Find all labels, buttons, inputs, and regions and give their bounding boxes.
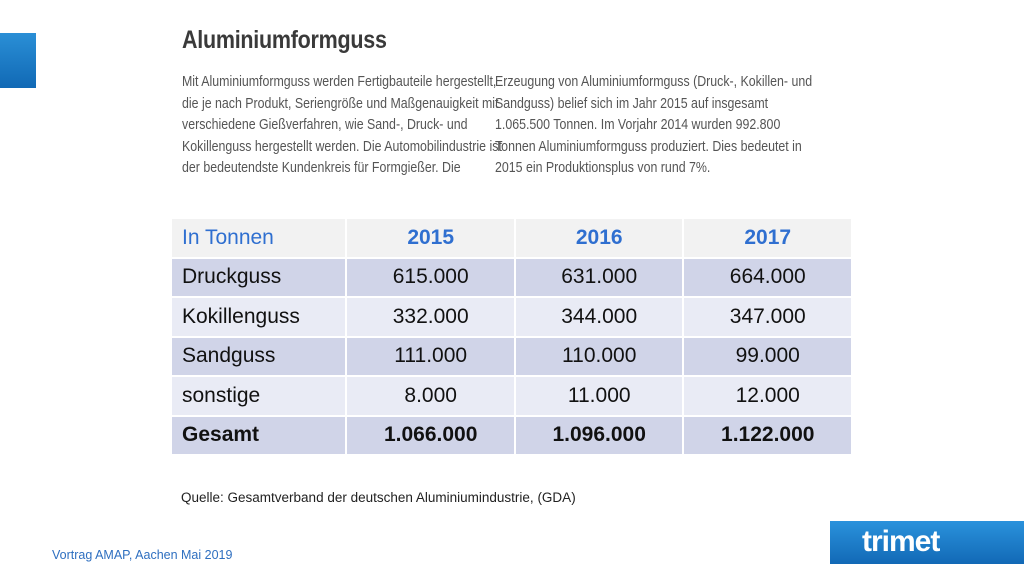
text-line: Tonnen Aluminiumformguss produziert. Die… [495,138,802,155]
row-label: Kokillenguss [172,298,346,336]
intro-text-right: Erzeugung von Aluminiumformguss (Druck-,… [495,72,812,180]
table-cell: 1.066.000 [347,416,514,454]
table-cell: 1.096.000 [515,416,683,454]
table-cell: 11.000 [515,377,683,415]
row-label: Druckguss [172,258,346,296]
header-year-cell: 2017 [684,219,851,257]
text-line: Erzeugung von Aluminiumformguss (Druck-,… [495,74,813,90]
text-line: der bedeutendste Kundenkreis für Formgie… [182,160,461,176]
table-cell: 111.000 [347,337,514,375]
trimet-logo: trimet [862,525,940,558]
table-cell: 8.000 [347,377,514,415]
table-cell: 99.000 [684,337,851,375]
row-label: Sandguss [172,337,346,375]
table-row: Sandguss 111.000 110.000 99.000 [172,337,851,375]
text-line: Kokillenguss hergestellt werden. Die Aut… [182,138,502,155]
accent-bar [0,33,36,88]
header-unit-cell: In Tonnen [172,219,346,257]
table-row: Kokillenguss 332.000 344.000 347.000 [172,298,851,336]
table-cell: 332.000 [347,298,514,336]
text-line: 1.065.500 Tonnen. Im Vorjahr 2014 wurden… [495,117,781,133]
source-note: Quelle: Gesamtverband der deutschen Alum… [181,490,576,505]
table-cell: 631.000 [515,258,683,296]
table-cell: 12.000 [684,377,851,415]
table-row: Druckguss 615.000 631.000 664.000 [172,258,851,296]
table-row: sonstige 8.000 11.000 12.000 [172,377,851,415]
table-header-row: In Tonnen 2015 2016 2017 [172,219,851,257]
text-line: 2015 ein Produktionsplus von rund 7%. [495,160,711,176]
table-cell: 1.122.000 [684,416,851,454]
table-cell: 344.000 [515,298,683,336]
text-line: die je nach Produkt, Seriengröße und Maß… [182,95,499,112]
logo-background [830,521,1024,564]
text-line: verschiedene Gießverfahren, wie Sand-, D… [182,117,468,133]
header-year-cell: 2015 [347,219,514,257]
slide-title: Aluminiumformguss [182,26,387,54]
row-label: Gesamt [172,416,346,454]
table-cell: 347.000 [684,298,851,336]
footer-text: Vortrag AMAP, Aachen Mai 2019 [52,548,233,562]
production-table: In Tonnen 2015 2016 2017 Druckguss 615.0… [170,217,853,456]
table-cell: 615.000 [347,258,514,296]
table-total-row: Gesamt 1.066.000 1.096.000 1.122.000 [172,416,851,454]
intro-text-left: Mit Aluminiumformguss werden Fertigbaute… [182,72,502,180]
row-label: sonstige [172,377,346,415]
table-cell: 664.000 [684,258,851,296]
table-cell: 110.000 [515,337,683,375]
text-line: Mit Aluminiumformguss werden Fertigbaute… [182,74,497,90]
text-line: Sandguss) belief sich im Jahr 2015 auf i… [495,95,769,112]
header-year-cell: 2016 [515,219,683,257]
